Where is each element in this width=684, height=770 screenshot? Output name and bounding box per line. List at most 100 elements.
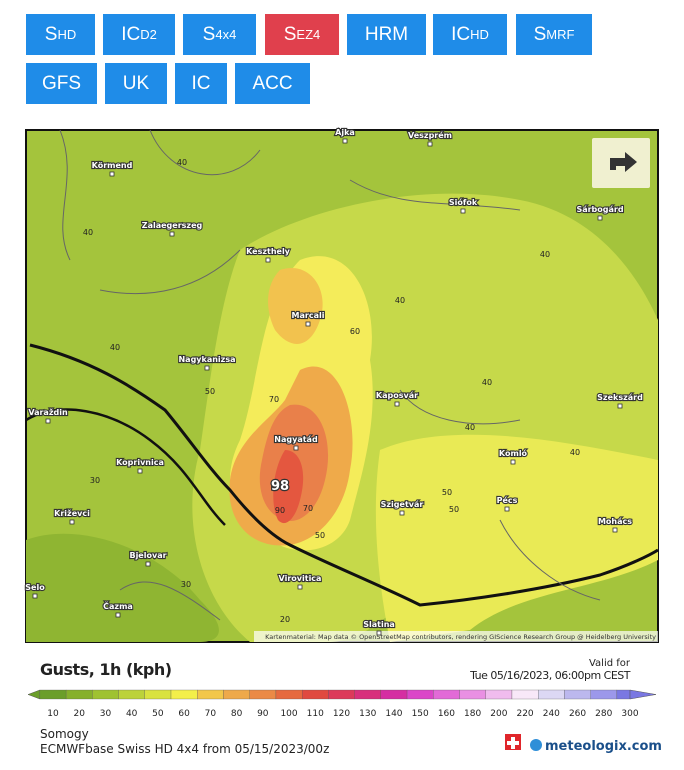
- scale-segment: [249, 689, 277, 700]
- scale-segment: [616, 689, 631, 700]
- contour-label: 40: [465, 423, 475, 432]
- model-button[interactable]: UK: [105, 63, 167, 104]
- map-zone: [375, 434, 658, 642]
- scale-tick-label: 300: [621, 709, 638, 719]
- city-label: Zalaegerszeg: [142, 221, 203, 230]
- scale-tick-label: 260: [569, 709, 586, 719]
- model-button[interactable]: S EZ4: [265, 14, 339, 55]
- city-label: Kaposvár: [376, 391, 418, 400]
- scale-tick-label: 200: [490, 709, 507, 719]
- attribution-bg: [254, 631, 658, 642]
- button-label: IC: [451, 23, 471, 45]
- scale-tick-label: 150: [412, 709, 429, 719]
- scale-segment: [406, 689, 434, 700]
- contour-label: 70: [269, 395, 279, 404]
- city-marker: [293, 445, 299, 451]
- city-marker: [399, 510, 405, 516]
- city-marker: [427, 141, 433, 147]
- button-label: IC: [191, 72, 211, 94]
- button-label: S: [44, 23, 58, 45]
- contour-label: 40: [570, 448, 580, 457]
- scale-segment: [328, 689, 355, 700]
- contour-label: 40: [395, 296, 405, 305]
- map: Kartenmaterial: Map data © OpenStreetMap…: [24, 127, 659, 643]
- city-marker: [394, 401, 400, 407]
- model-button[interactable]: GFS: [26, 63, 97, 104]
- city-label: Virovitica: [279, 574, 322, 583]
- city-marker: [204, 365, 210, 371]
- button-label: HRM: [364, 23, 409, 45]
- map-zone: [26, 533, 219, 642]
- scale-tick-label: 180: [464, 709, 481, 719]
- scale-segment: [275, 689, 303, 700]
- scale-segment: [354, 689, 381, 700]
- city-marker: [597, 215, 603, 221]
- city-marker: [460, 208, 466, 214]
- city-marker: [169, 231, 175, 237]
- scale-segment: [485, 689, 513, 700]
- button-label: GFS: [41, 72, 82, 94]
- model-button[interactable]: IC D2: [103, 14, 175, 55]
- scale-segment: [65, 689, 93, 700]
- scale-segment: [92, 689, 119, 700]
- model-button[interactable]: IC HD: [433, 14, 507, 55]
- region: Somogy: [40, 727, 89, 741]
- model-button[interactable]: S HD: [26, 14, 95, 55]
- model-info: ECMWFbase Swiss HD 4x4 from 05/15/2023/0…: [40, 742, 329, 756]
- city-label: Pécs: [497, 495, 518, 505]
- model-button[interactable]: IC: [175, 63, 227, 104]
- model-button[interactable]: HRM: [347, 14, 426, 55]
- city-label: Križevci: [54, 509, 90, 518]
- city-label: Keszthely: [246, 247, 291, 256]
- button-label: S: [533, 23, 547, 45]
- scale-segment: [590, 689, 618, 700]
- scale-arrow: [629, 689, 657, 700]
- model-button[interactable]: S 4x4: [183, 14, 256, 55]
- contour-label: 50: [315, 531, 325, 540]
- city-label: Szekszárd: [597, 393, 643, 402]
- contour-label: 40: [110, 343, 120, 352]
- city-marker: [510, 459, 516, 465]
- scale-tick-label: 130: [359, 709, 376, 719]
- map-zone: [273, 450, 304, 524]
- model-button[interactable]: ACC: [235, 63, 310, 104]
- city-marker: [342, 138, 348, 144]
- scale-tick-label: 90: [257, 709, 269, 719]
- valid-time: Tue 05/16/2023, 06:00pm CEST: [469, 669, 631, 682]
- button-label: IC: [121, 23, 141, 45]
- city-label: Szigetvár: [381, 500, 424, 509]
- scale-tick-label: 80: [231, 709, 243, 719]
- button-subscript: 4x4: [215, 27, 237, 42]
- button-subscript: MRF: [546, 27, 575, 42]
- city-label: Komló: [499, 448, 528, 458]
- scale-segment: [459, 689, 486, 700]
- attribution: Kartenmaterial: Map data © OpenStreetMap…: [265, 633, 656, 641]
- border: [29, 343, 659, 607]
- scale-tick-label: 50: [152, 709, 164, 719]
- contour-label: 20: [280, 615, 290, 624]
- scale-tick-label: 70: [205, 709, 217, 719]
- contour-label: 30: [90, 476, 100, 485]
- scale-tick-label: 120: [333, 709, 350, 719]
- scale-segment: [39, 689, 67, 700]
- city-label: Körmend: [92, 161, 133, 170]
- scale-tick-label: 140: [385, 709, 402, 719]
- city-label: Čazma: [103, 600, 133, 611]
- scale-tick-label: 40: [126, 709, 138, 719]
- scale-segment: [223, 689, 250, 700]
- scale-segment: [170, 689, 198, 700]
- city-label: Veszprém: [408, 130, 452, 140]
- contour-label: 40: [482, 378, 492, 387]
- contour-label: 90: [275, 506, 285, 515]
- button-label: S: [283, 23, 297, 45]
- scale-tick-label: 60: [178, 709, 190, 719]
- city-marker: [32, 593, 38, 599]
- city-marker: [612, 527, 618, 533]
- scale-arrow: [27, 689, 41, 700]
- county-border: [59, 129, 601, 621]
- model-button[interactable]: S MRF: [516, 14, 592, 55]
- button-label: UK: [122, 72, 150, 94]
- button-subscript: EZ4: [296, 27, 321, 42]
- city-marker: [305, 321, 311, 327]
